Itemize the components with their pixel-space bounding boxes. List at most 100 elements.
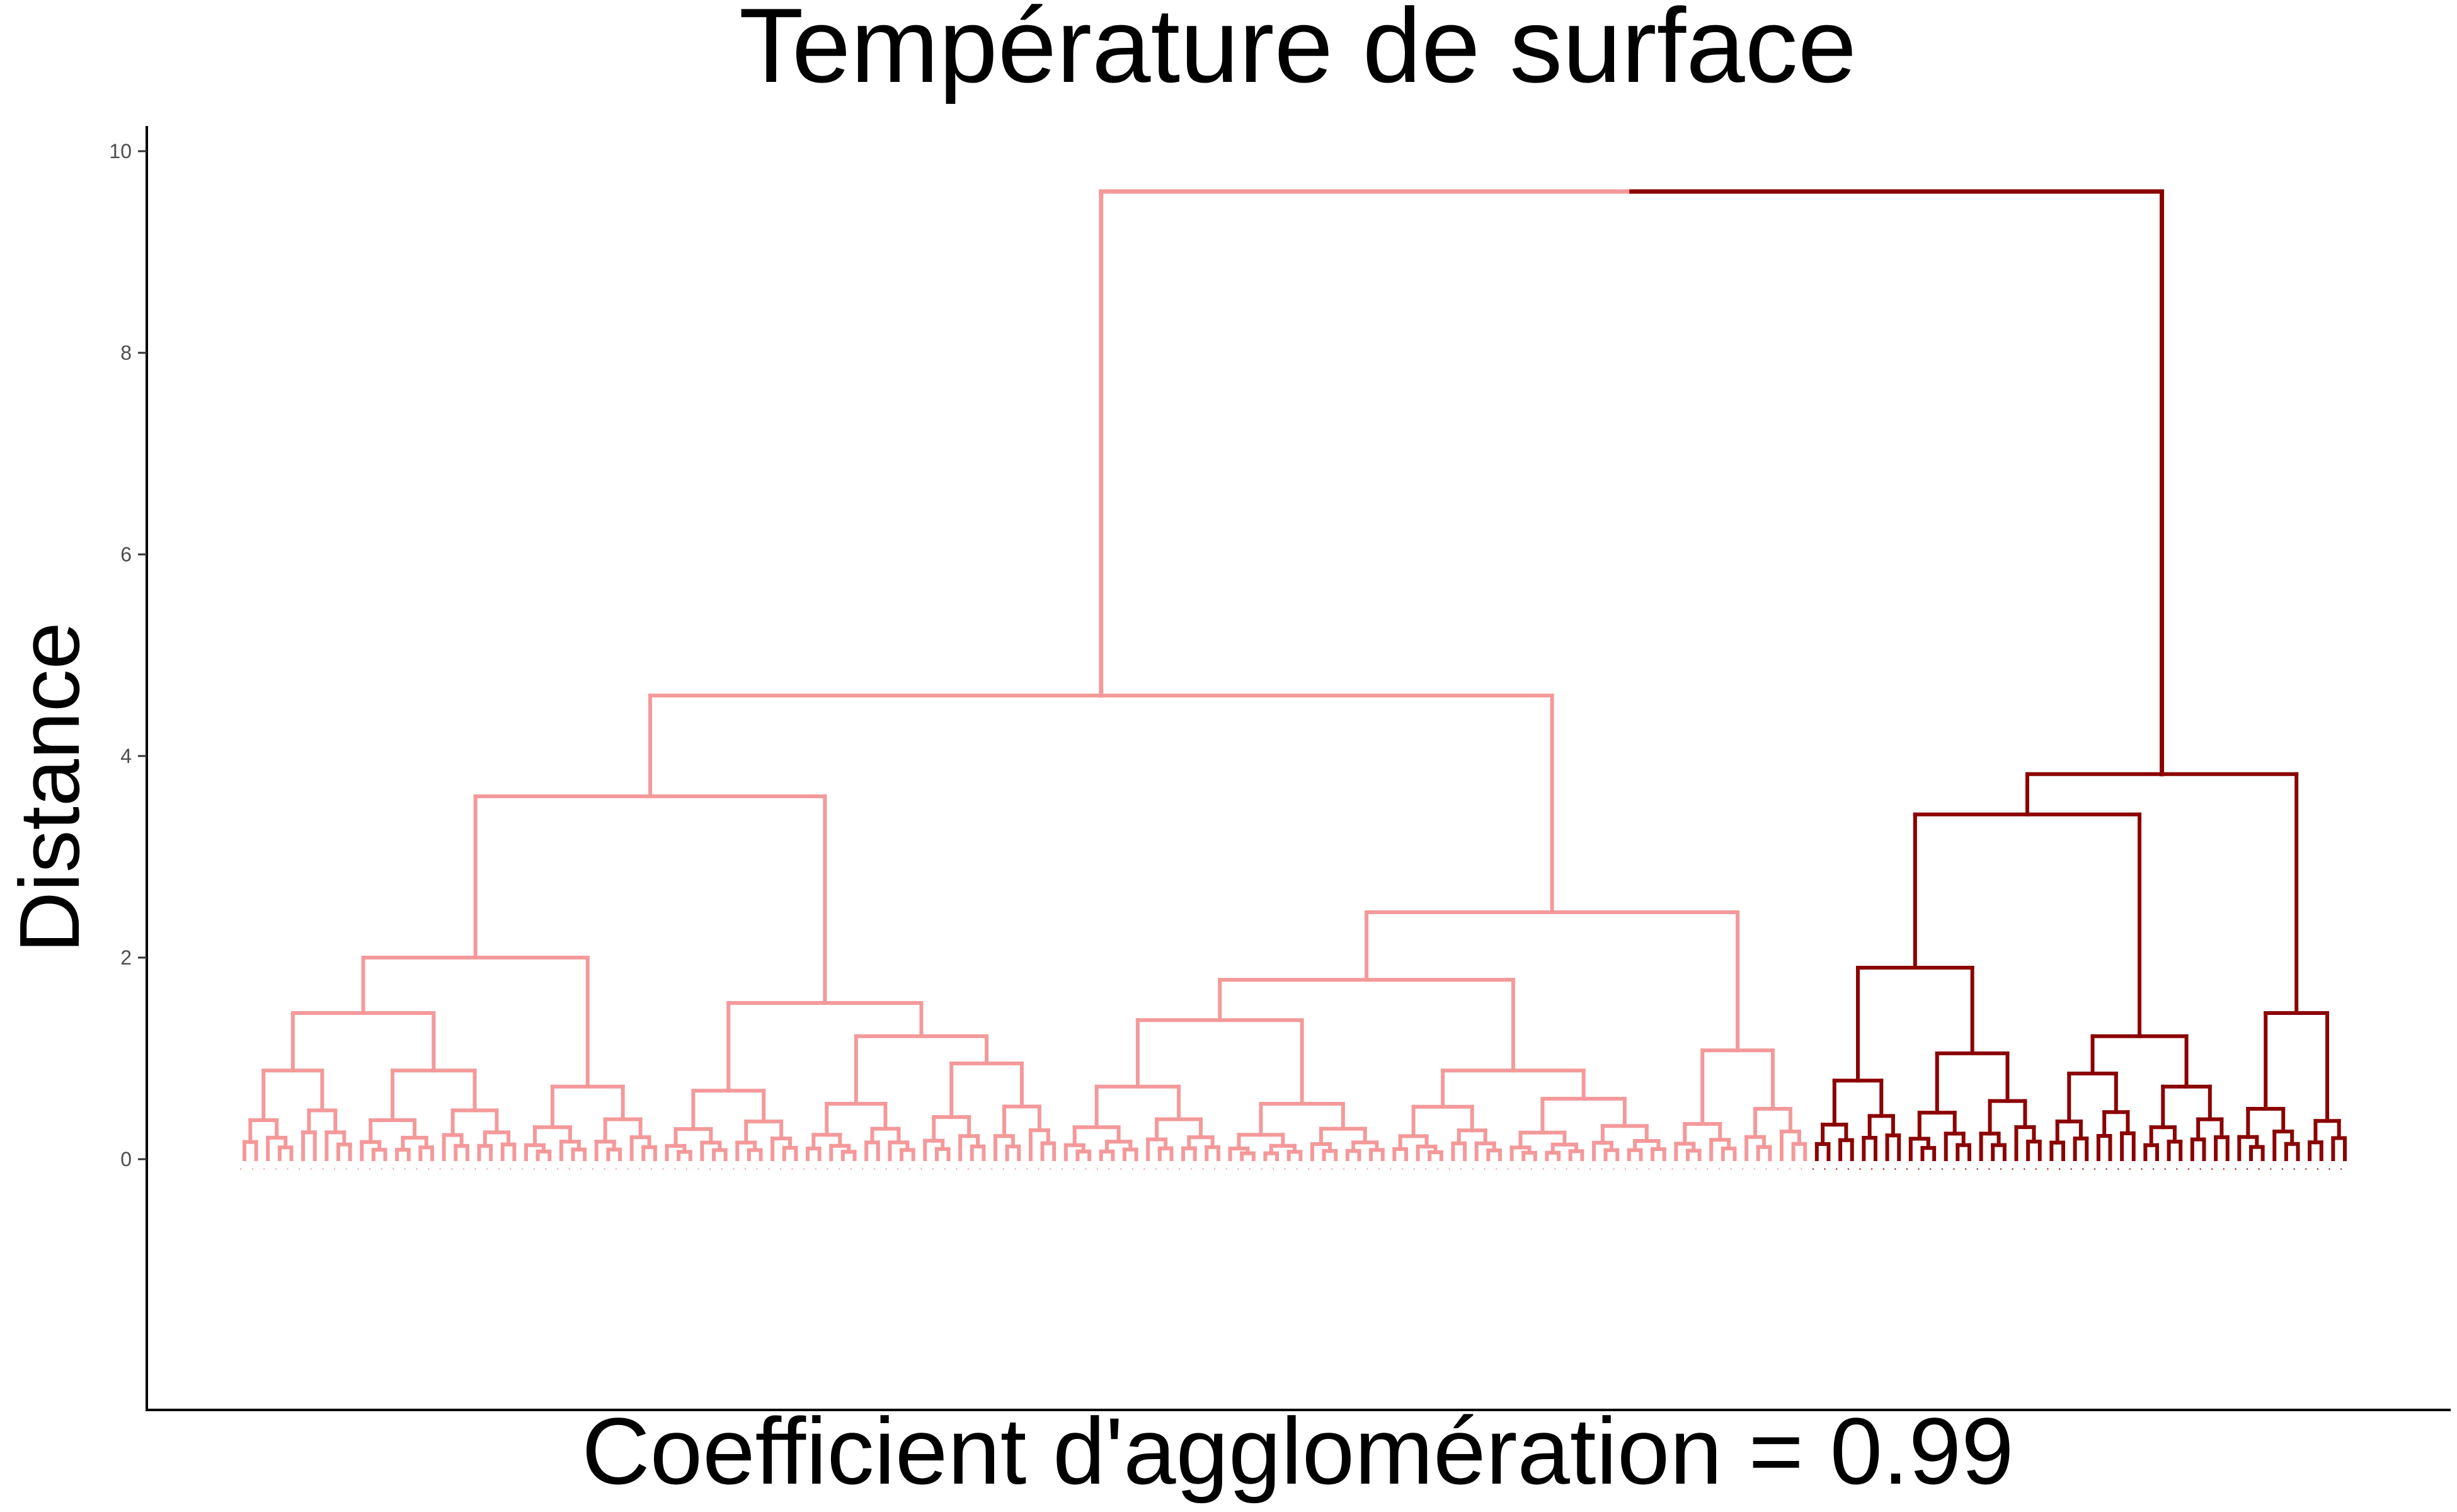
leaf-label: · (1174, 1162, 1185, 1176)
leaf-label: · (446, 1162, 457, 1176)
leaf-label: · (857, 1162, 868, 1176)
leaf-label: · (1349, 1162, 1361, 1176)
leaf-label: · (282, 1162, 293, 1176)
leaf-label: · (1995, 1162, 2007, 1176)
leaf-label: · (411, 1162, 422, 1176)
leaf-label: · (1326, 1162, 1337, 1176)
leaf-label: · (481, 1162, 493, 1176)
leaf-label: · (951, 1162, 962, 1176)
leaf-label: · (387, 1162, 399, 1176)
leaf-label: · (1185, 1162, 1196, 1176)
leaf-label: · (740, 1162, 751, 1176)
leaf-label: · (2194, 1162, 2206, 1176)
leaf-label: · (786, 1162, 798, 1176)
y-tick-label: 2 (120, 946, 132, 969)
leaf-label: · (1561, 1162, 1572, 1176)
leaf-label: · (1467, 1162, 1478, 1176)
leaf-label: · (1866, 1162, 1877, 1176)
leaf-label: · (1491, 1162, 1502, 1176)
leaf-label: · (1643, 1162, 1654, 1176)
leaf-label: · (646, 1162, 657, 1176)
leaf-label: · (1033, 1162, 1044, 1176)
leaf-label: · (1091, 1162, 1102, 1176)
leaf-label: · (1831, 1162, 1842, 1176)
leaf-label: · (317, 1162, 328, 1176)
leaf-label: · (1432, 1162, 1443, 1176)
leaf-label: · (1268, 1162, 1279, 1176)
leaf-label: · (364, 1162, 375, 1176)
leaf-label: · (1455, 1162, 1467, 1176)
leaf-label: · (1937, 1162, 1948, 1176)
leaf-label: · (1244, 1162, 1256, 1176)
leaf-label: · (2030, 1162, 2042, 1176)
leaf-label: · (1678, 1162, 1690, 1176)
leaf-label: · (1901, 1162, 1913, 1176)
leaf-label: · (517, 1162, 528, 1176)
leaf-label: · (1913, 1162, 1924, 1176)
leaf-label: · (716, 1162, 727, 1176)
leaf-label: · (2054, 1162, 2065, 1176)
leaf-label: · (1772, 1162, 1784, 1176)
leaf-label: · (1502, 1162, 1513, 1176)
leaf-label: · (1584, 1162, 1596, 1176)
leaf-label: · (927, 1162, 939, 1176)
leaf-label: · (1385, 1162, 1396, 1176)
leaf-label: · (1960, 1162, 1971, 1176)
leaf-label: · (434, 1162, 445, 1176)
leaf-label: · (1021, 1162, 1033, 1176)
leaf-label: · (1854, 1162, 1865, 1176)
leaf-label: · (2277, 1162, 2288, 1176)
leaf-label: · (575, 1162, 587, 1176)
leaf-label: · (375, 1162, 387, 1176)
leaf-label: · (1608, 1162, 1619, 1176)
leaf-label: · (1889, 1162, 1901, 1176)
leaf-label: · (2265, 1162, 2276, 1176)
leaf-label: · (329, 1162, 340, 1176)
leaf-label: · (704, 1162, 716, 1176)
leaf-label: · (822, 1162, 833, 1176)
leaf-label: · (2019, 1162, 2030, 1176)
leaf-label: · (1925, 1162, 1936, 1176)
leaf-label: · (1126, 1162, 1138, 1176)
leaf-label: · (1150, 1162, 1162, 1176)
leaf-label: · (1162, 1162, 1173, 1176)
leaf-label: · (681, 1162, 692, 1176)
leaf-label: · (505, 1162, 516, 1176)
leaf-label: · (1572, 1162, 1584, 1176)
leaf-label: · (775, 1162, 786, 1176)
leaf-label: · (892, 1162, 903, 1176)
leaf-label: · (1291, 1162, 1302, 1176)
leaf-label: · (1115, 1162, 1126, 1176)
leaf-label: · (2159, 1162, 2170, 1176)
leaf-label: · (1596, 1162, 1607, 1176)
leaf-label: · (2288, 1162, 2300, 1176)
leaf-label: · (1479, 1162, 1490, 1176)
leaf-label: · (845, 1162, 856, 1176)
leaf-label: · (1514, 1162, 1525, 1176)
leaf-label: · (986, 1162, 997, 1176)
leaf-label: · (258, 1162, 270, 1176)
leaf-label: · (2323, 1162, 2335, 1176)
leaf-label: · (563, 1162, 575, 1176)
leaf-label: · (1408, 1162, 1419, 1176)
leaf-label: · (692, 1162, 704, 1176)
leaf-label: · (622, 1162, 633, 1176)
leaf-label: · (528, 1162, 539, 1176)
y-ticks: 0 2 4 6 8 10 (109, 140, 147, 1171)
leaf-label: · (1279, 1162, 1290, 1176)
leaf-label: · (246, 1162, 258, 1176)
leaf-label: · (1045, 1162, 1056, 1176)
leaf-label: · (763, 1162, 774, 1176)
leaf-label: · (1654, 1162, 1666, 1176)
leaf-label: · (1690, 1162, 1701, 1176)
y-axis-label: Distance (2, 622, 97, 953)
y-tick-label: 10 (109, 140, 132, 163)
leaf-label: · (458, 1162, 469, 1176)
leaf-label: · (669, 1162, 680, 1176)
leaf-label: · (2218, 1162, 2230, 1176)
leaf-label: · (939, 1162, 950, 1176)
leaf-label: · (2042, 1162, 2053, 1176)
leaf-label: · (610, 1162, 622, 1176)
leaf-label: · (833, 1162, 845, 1176)
